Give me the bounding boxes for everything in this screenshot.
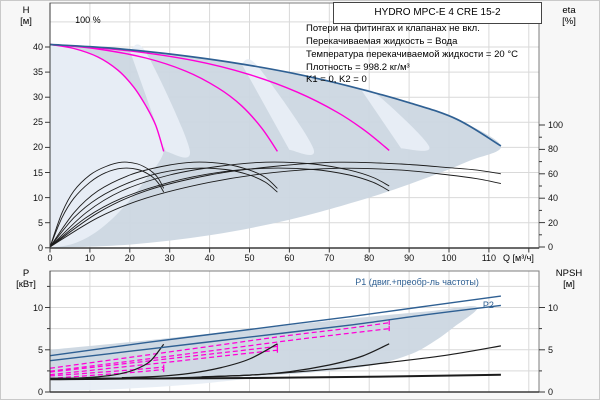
h-axis-title: H [м] (9, 5, 43, 27)
p1-curve-label: P1 (двиг.+преобр-ль частоты) (355, 277, 479, 288)
tick-label: 30 (32, 92, 43, 103)
tick-label: 0 (548, 242, 554, 252)
tick-label: 60 (284, 253, 295, 263)
tick-label: 5 (37, 217, 43, 228)
tick-label: 5 (548, 344, 554, 355)
tick-label: 0 (37, 242, 43, 253)
tick-label: 35 (32, 67, 43, 78)
tick-label: 80 (364, 253, 375, 263)
npsh-axis-title: NPSH [м] (543, 268, 595, 290)
npsh-axis-unit: [м] (563, 279, 575, 290)
eta-axis-unit: [%] (562, 16, 576, 27)
p2-curve-label: P2 (482, 300, 494, 311)
info-line-temperature: Температура перекачиваемой жидкости = 20… (306, 49, 518, 60)
npsh-axis-symbol: NPSH (555, 268, 583, 279)
tick-label: 0 (37, 387, 43, 397)
speed-100-label: 100 % (75, 14, 101, 25)
tick-label: 0 (548, 387, 554, 397)
tick-label: 40 (204, 253, 215, 263)
tick-label: 100 (548, 120, 564, 130)
tick-label: 80 (548, 144, 559, 155)
tick-label: 110 (481, 253, 497, 263)
tick-label: 0 (47, 253, 53, 263)
tick-label: 60 (548, 168, 559, 179)
info-line-density: Плотность = 998.2 кг/м³ (306, 62, 410, 73)
tick-label: 40 (548, 193, 559, 204)
tick-label: 10 (84, 253, 95, 263)
tick-label: 25 (32, 117, 43, 128)
tick-label: 10 (32, 302, 43, 313)
tick-label: 30 (164, 253, 175, 263)
info-line-k-factors: K1 = 0, K2 = 0 (306, 74, 367, 85)
info-line-losses: Потери на фитингах и клапанах не вкл. (306, 23, 480, 34)
tick-label: 40 (32, 42, 43, 52)
eta-axis-title: eta [%] (549, 5, 589, 27)
p-axis-symbol: P (22, 268, 30, 279)
eta-axis-symbol: eta (562, 5, 576, 16)
tick-label: 20 (32, 142, 43, 153)
tick-label: 70 (324, 253, 335, 263)
tick-label: 100 (441, 253, 457, 263)
p-axis-title: P [кВт] (7, 268, 45, 290)
info-line-liquid: Перекачиваемая жидкость = Вода (306, 36, 458, 47)
q-axis-unit-label: Q [м³/ч] (503, 253, 534, 263)
h-axis-unit: [м] (20, 16, 32, 27)
tick-label: 10 (32, 192, 43, 203)
tick-label: 50 (244, 253, 255, 263)
tick-label: 20 (124, 253, 135, 263)
tick-label: 5 (37, 344, 43, 355)
tick-label: 90 (404, 253, 415, 263)
p-axis-unit: [кВт] (16, 279, 36, 290)
pump-model-title: HYDRO MPC-E 4 CRE 15-2 (333, 2, 542, 24)
tick-label: 20 (548, 217, 559, 228)
tick-label: 10 (548, 302, 559, 313)
h-axis-symbol: H (22, 5, 30, 16)
tick-label: 15 (32, 167, 43, 178)
